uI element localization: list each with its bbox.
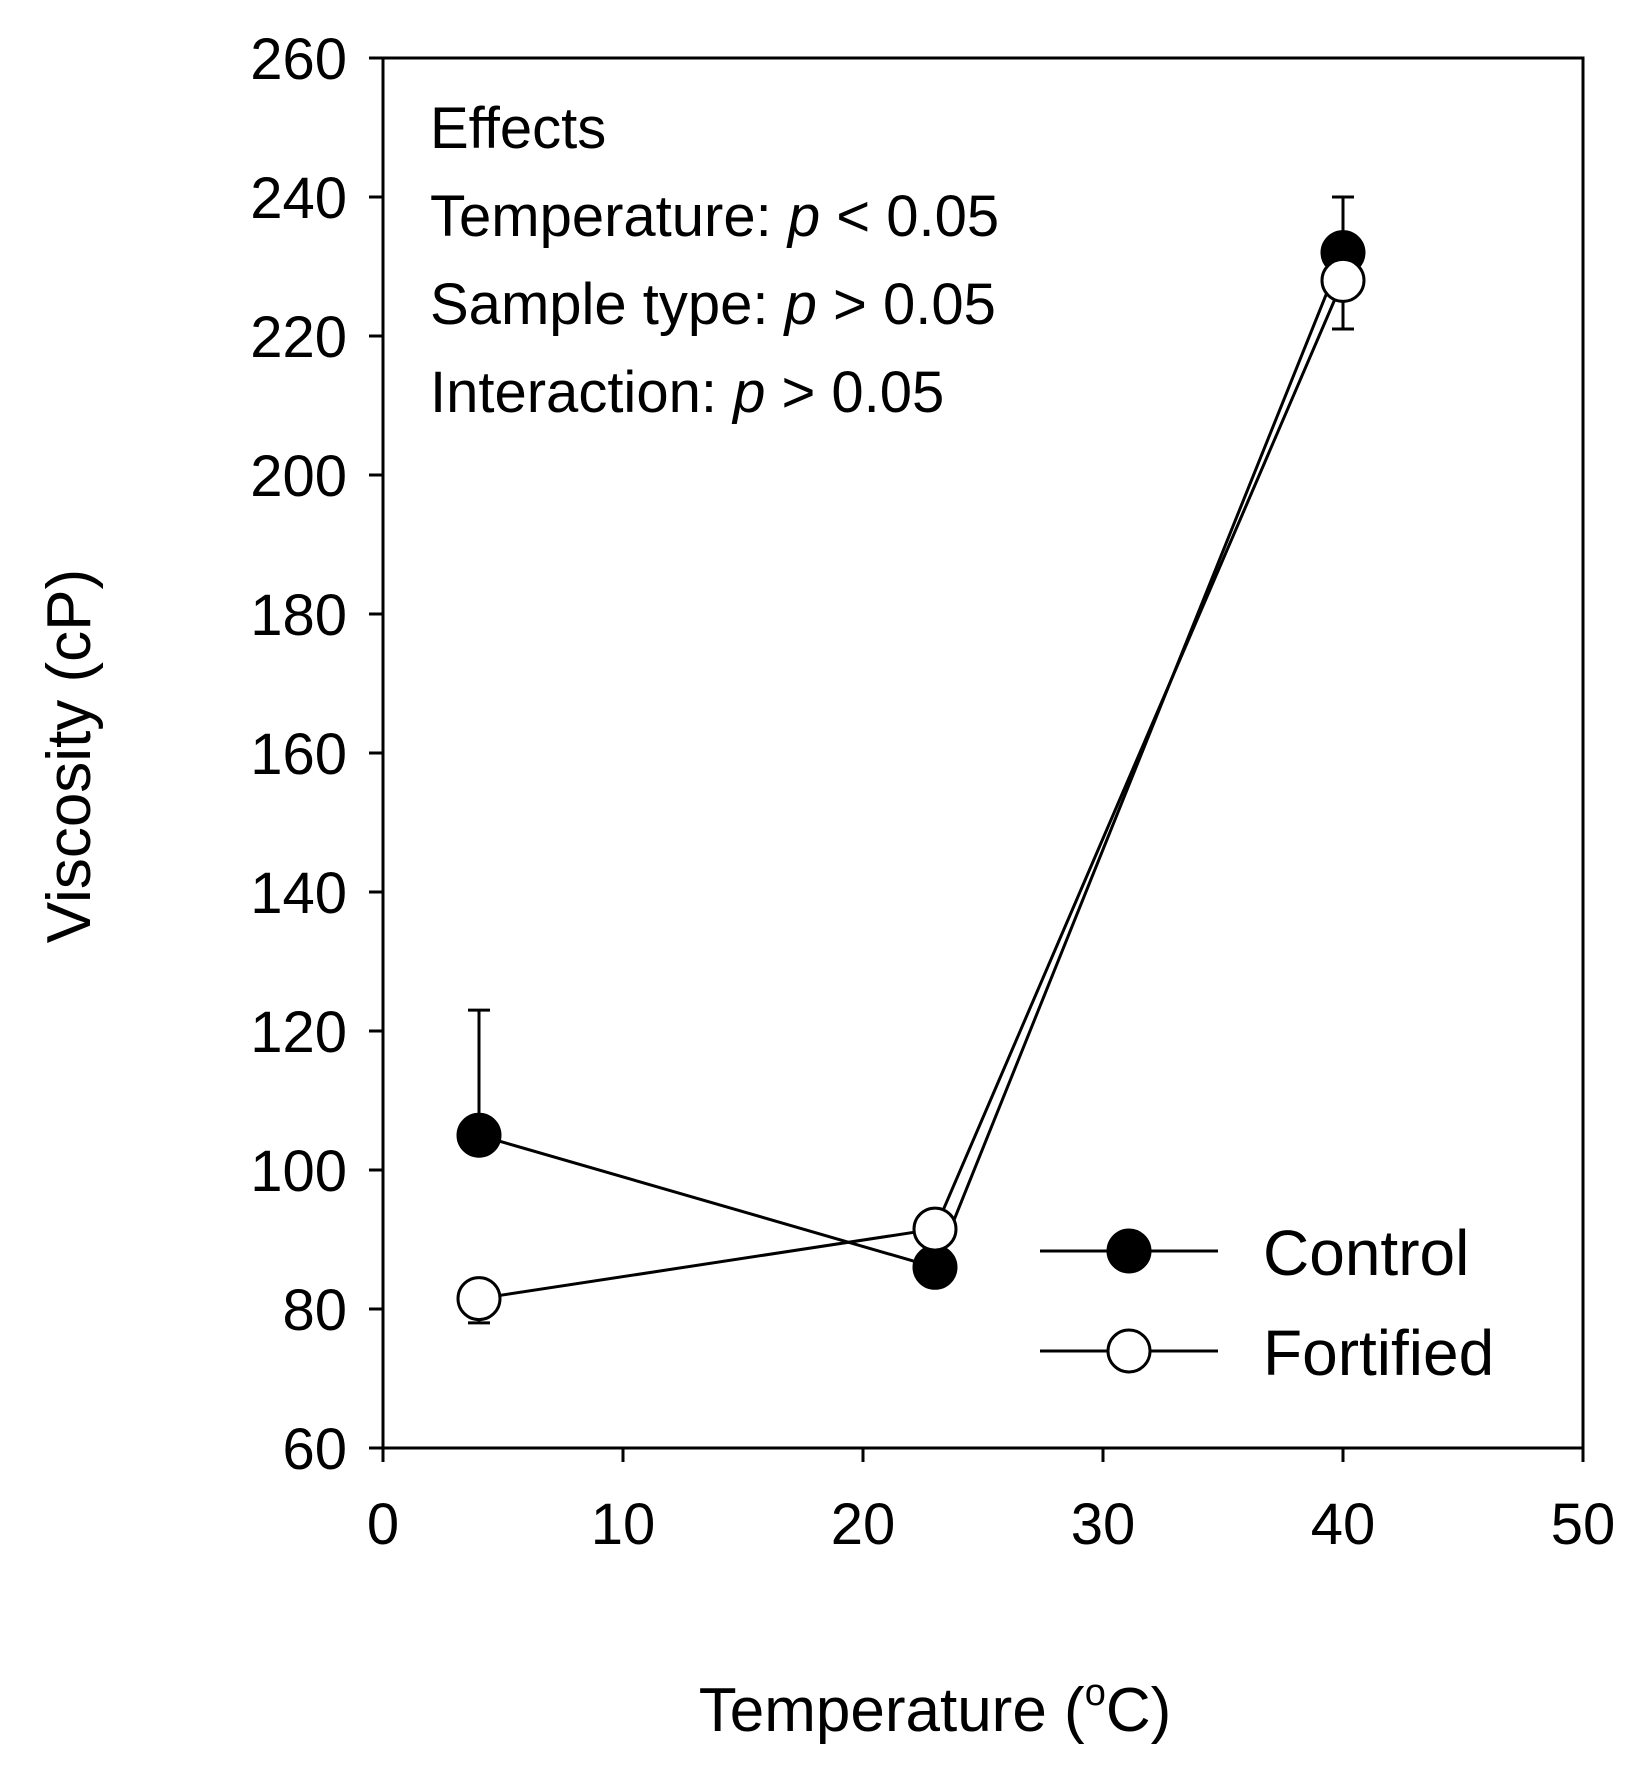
legend-marker-fortified: [1106, 1328, 1152, 1374]
y-tick-label: 220: [250, 305, 347, 370]
y-tick-label: 160: [250, 722, 347, 787]
series-fortified: [468, 279, 1354, 1325]
x-tick-label: 0: [367, 1492, 399, 1557]
y-tick-label: 80: [282, 1278, 347, 1343]
legend-label-control: Control: [1263, 1217, 1469, 1289]
annotation-temperature: Temperature: p < 0.05: [430, 184, 999, 249]
series-control: [468, 195, 1354, 1270]
y-tick-label: 60: [282, 1417, 347, 1482]
y-tick-label: 120: [250, 1000, 347, 1065]
series-line-fortified: [478, 279, 1345, 1301]
annotation-heading: Effects: [430, 96, 606, 161]
legend-marker-control: [1106, 1228, 1152, 1274]
y-tick-label: 240: [250, 166, 347, 231]
x-axis-title: Temperature (oC): [699, 1672, 1172, 1745]
series-layer: [456, 195, 1366, 1325]
data-point-fortified: [1320, 257, 1366, 303]
data-point-fortified: [912, 1206, 958, 1252]
x-tick-label: 10: [591, 1492, 656, 1557]
y-axis: 60 80 100 120 140 160 180 200 220 240 260: [250, 27, 383, 1482]
y-tick-label: 140: [250, 861, 347, 926]
x-tick-label: 50: [1551, 1492, 1616, 1557]
y-axis-title: Viscosity (cP): [35, 569, 104, 943]
markers-fortified: [456, 257, 1366, 1322]
data-point-fortified: [456, 1276, 502, 1322]
x-tick-label: 40: [1311, 1492, 1376, 1557]
annotation-sample-type: Sample type: p > 0.05: [430, 272, 996, 337]
x-tick-label: 30: [1071, 1492, 1136, 1557]
data-point-control: [456, 1112, 502, 1158]
y-tick-label: 100: [250, 1139, 347, 1204]
legend-label-fortified: Fortified: [1263, 1317, 1494, 1389]
legend: Control Fortified: [1040, 1217, 1494, 1389]
x-axis: 0 10 20 30 40 50: [367, 1448, 1615, 1557]
y-tick-label: 260: [250, 27, 347, 92]
x-tick-label: 20: [831, 1492, 896, 1557]
data-point-control: [912, 1244, 958, 1290]
y-tick-label: 200: [250, 444, 347, 509]
y-tick-label: 180: [250, 583, 347, 648]
degree-superscript: o: [1085, 1672, 1106, 1714]
annotation-interaction: Interaction: p > 0.05: [430, 360, 944, 425]
effects-annotation: Effects Temperature: p < 0.05 Sample typ…: [430, 96, 999, 425]
